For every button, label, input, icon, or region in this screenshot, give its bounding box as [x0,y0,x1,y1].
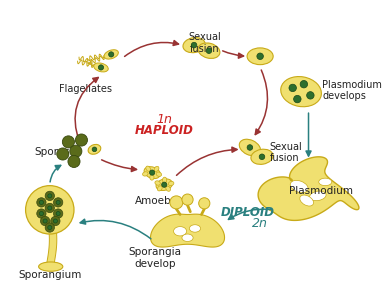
Text: Plasmodium
develops: Plasmodium develops [323,79,382,101]
Text: Sexual
fusion: Sexual fusion [269,142,302,164]
Ellipse shape [158,186,162,191]
Circle shape [56,200,60,204]
Ellipse shape [150,175,154,180]
Circle shape [39,211,43,215]
Circle shape [51,216,60,226]
Ellipse shape [310,191,326,201]
Ellipse shape [281,77,321,107]
Ellipse shape [104,50,118,59]
Ellipse shape [198,43,220,58]
Ellipse shape [182,234,193,241]
Circle shape [45,223,55,232]
Polygon shape [258,157,359,220]
Circle shape [48,194,52,198]
Circle shape [289,84,296,92]
Ellipse shape [251,149,273,164]
Ellipse shape [319,178,332,186]
Circle shape [56,211,60,215]
Text: Flagellates: Flagellates [58,84,112,94]
Ellipse shape [144,167,160,179]
Circle shape [45,203,55,213]
Text: Sporangium: Sporangium [18,270,82,280]
Circle shape [57,148,69,160]
Circle shape [53,198,63,207]
Ellipse shape [94,63,108,72]
Circle shape [257,53,263,60]
Ellipse shape [143,172,148,176]
Circle shape [300,81,308,88]
Text: Plasmodium: Plasmodium [289,186,353,196]
Circle shape [41,216,50,226]
Ellipse shape [183,37,205,53]
Circle shape [247,145,253,150]
Ellipse shape [155,181,160,185]
Text: Sporangia
develop: Sporangia develop [128,247,181,269]
Circle shape [149,170,155,175]
Circle shape [62,136,74,148]
Circle shape [182,194,193,205]
Ellipse shape [163,177,167,183]
Circle shape [92,147,97,152]
Text: Spores: Spores [35,147,70,157]
Ellipse shape [300,195,314,206]
Text: HAPLOID: HAPLOID [135,124,194,137]
Circle shape [70,145,82,157]
Circle shape [75,134,87,146]
Ellipse shape [239,139,261,156]
Ellipse shape [247,48,273,65]
Circle shape [170,196,183,209]
Circle shape [98,65,104,70]
Circle shape [43,219,47,223]
Polygon shape [151,214,225,247]
Circle shape [37,209,46,218]
Circle shape [307,92,314,99]
Circle shape [26,186,74,234]
Ellipse shape [146,166,151,171]
Circle shape [48,225,52,230]
Ellipse shape [168,181,174,186]
Circle shape [39,200,43,204]
Circle shape [199,198,210,209]
Text: 2n: 2n [252,217,268,230]
Text: Sexual
fusion: Sexual fusion [188,32,221,54]
Circle shape [68,155,80,168]
Circle shape [48,206,52,210]
Text: 1n: 1n [156,113,172,126]
Ellipse shape [39,262,63,271]
Ellipse shape [88,145,101,154]
Ellipse shape [166,186,170,191]
Circle shape [37,198,46,207]
Ellipse shape [154,166,159,171]
Text: DIPLOID: DIPLOID [221,206,275,219]
Circle shape [191,42,197,48]
Circle shape [53,219,57,223]
Circle shape [259,154,265,160]
Circle shape [294,95,301,103]
Ellipse shape [290,180,308,193]
Circle shape [108,52,114,57]
Ellipse shape [156,179,172,190]
Circle shape [162,182,167,187]
Ellipse shape [174,227,186,236]
Circle shape [45,191,55,201]
Ellipse shape [190,225,200,232]
Ellipse shape [156,172,161,176]
Text: Amoebae: Amoebae [135,196,184,206]
Circle shape [53,209,63,218]
Circle shape [206,48,212,53]
